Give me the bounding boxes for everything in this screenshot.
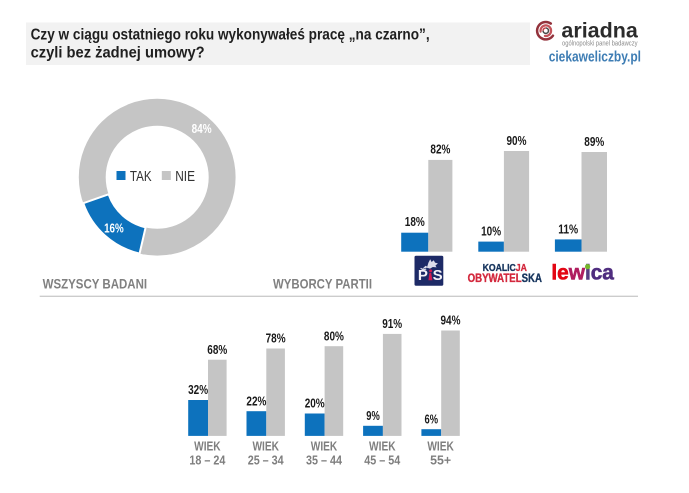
svg-text:32%: 32% — [188, 382, 208, 397]
svg-text:11%: 11% — [558, 221, 578, 236]
svg-text:TAK: TAK — [130, 168, 152, 185]
svg-text:WIEK: WIEK — [194, 440, 221, 454]
svg-text:WIEK: WIEK — [369, 440, 396, 454]
svg-text:9%: 9% — [366, 408, 380, 423]
svg-text:82%: 82% — [430, 142, 450, 157]
svg-text:KOALIC: KOALIC — [483, 262, 517, 274]
svg-text:ariadna: ariadna — [561, 20, 638, 43]
svg-text:WSZYSCY BADANI: WSZYSCY BADANI — [43, 275, 148, 291]
svg-text:18%: 18% — [405, 214, 425, 229]
svg-text:ogólnopolski panel badawczy: ogólnopolski panel badawczy — [562, 41, 638, 48]
svg-text:55+: 55+ — [430, 454, 451, 468]
svg-text:20%: 20% — [305, 396, 325, 411]
svg-text:94%: 94% — [441, 313, 461, 328]
svg-text:SKA: SKA — [522, 273, 542, 285]
svg-text:68%: 68% — [207, 342, 227, 357]
svg-text:czyli bez żadnej umowy?: czyli bez żadnej umowy? — [31, 45, 205, 62]
svg-text:45 – 54: 45 – 54 — [364, 454, 400, 468]
svg-text:25 – 34: 25 – 34 — [248, 454, 284, 468]
svg-text:Czy w ciągu ostatniego roku wy: Czy w ciągu ostatniego roku wykonywałeś … — [31, 27, 430, 44]
svg-text:6%: 6% — [425, 411, 439, 426]
svg-text:89%: 89% — [584, 134, 604, 149]
svg-text:OBYWATEL: OBYWATEL — [468, 273, 522, 285]
svg-text:10%: 10% — [481, 223, 501, 238]
svg-text:JA: JA — [516, 262, 527, 274]
svg-text:WIEK: WIEK — [427, 440, 454, 454]
svg-text:S: S — [433, 267, 443, 284]
svg-text:WIEK: WIEK — [311, 440, 338, 454]
svg-text:84%: 84% — [192, 121, 212, 136]
svg-text:35 – 44: 35 – 44 — [306, 454, 342, 468]
svg-text:91%: 91% — [382, 316, 402, 331]
svg-text:16%: 16% — [104, 220, 124, 235]
svg-text:P: P — [418, 267, 428, 284]
svg-text:WIEK: WIEK — [252, 440, 279, 454]
svg-text:22%: 22% — [246, 393, 266, 408]
svg-text:NIE: NIE — [175, 168, 195, 185]
svg-text:90%: 90% — [507, 133, 527, 148]
svg-text:lewica: lewica — [551, 262, 614, 285]
svg-text:ciekaweliczby.pl: ciekaweliczby.pl — [549, 48, 641, 65]
svg-text:80%: 80% — [324, 328, 344, 343]
svg-text:WYBORCY PARTII: WYBORCY PARTII — [273, 275, 372, 291]
svg-text:78%: 78% — [266, 331, 286, 346]
svg-text:18 – 24: 18 – 24 — [189, 454, 225, 468]
